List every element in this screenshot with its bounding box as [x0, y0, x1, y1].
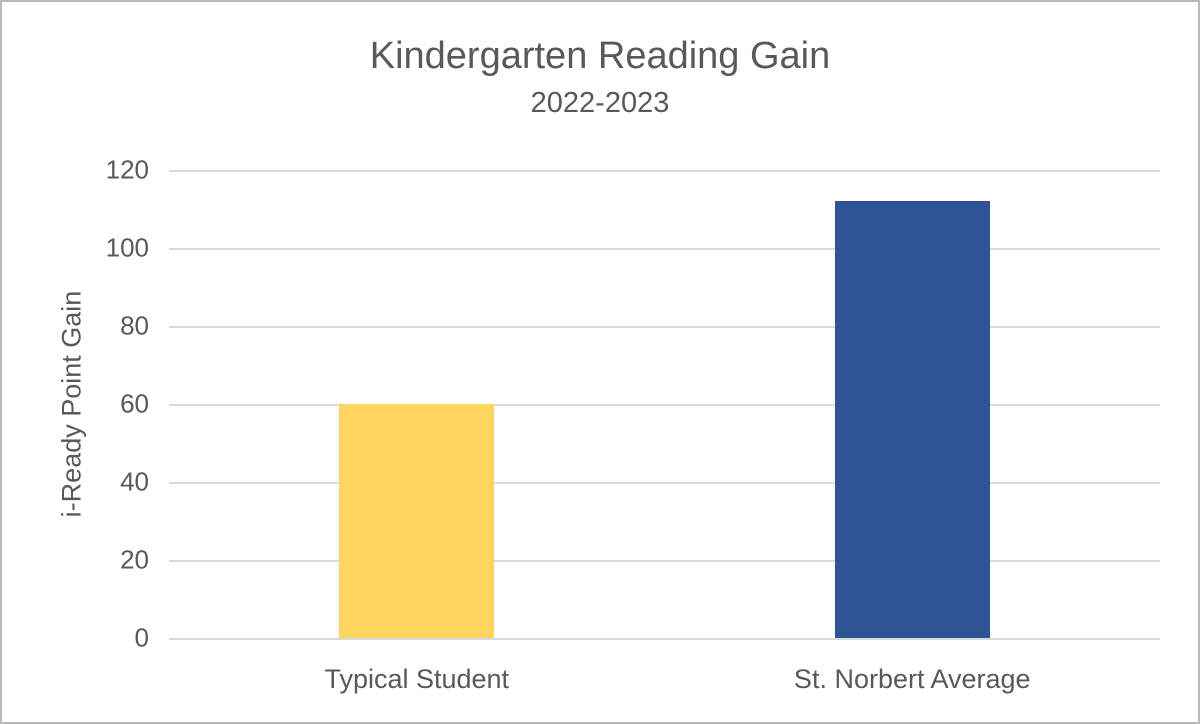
gridline: [169, 638, 1160, 640]
chart-title: Kindergarten Reading Gain: [369, 35, 831, 77]
y-tick-label: 40: [120, 466, 149, 497]
bar-typical-student: [339, 404, 495, 638]
y-tick-label: 60: [120, 388, 149, 419]
y-tick-label: 0: [134, 622, 149, 653]
chart-subtitle: 2022-2023: [530, 87, 670, 119]
category-label: Typical Student: [324, 664, 510, 694]
gridline: [169, 560, 1160, 562]
bar-st-norbert-average: [834, 201, 990, 638]
category-label: St. Norbert Average: [793, 664, 1031, 694]
y-tick-label: 120: [105, 154, 149, 185]
y-tick-label: 80: [120, 310, 149, 341]
y-tick-label: 20: [120, 544, 149, 575]
y-axis-title: i-Ready Point Gain: [56, 290, 87, 518]
gridline: [169, 170, 1160, 172]
gridline: [169, 404, 1160, 406]
gridline: [169, 326, 1160, 328]
gridline: [169, 482, 1160, 484]
gridline: [169, 248, 1160, 250]
plot-area: 0 20 40 60 80 100 120 Typical Student St. Norber…: [106, 155, 1160, 694]
y-tick-label: 100: [105, 232, 149, 263]
